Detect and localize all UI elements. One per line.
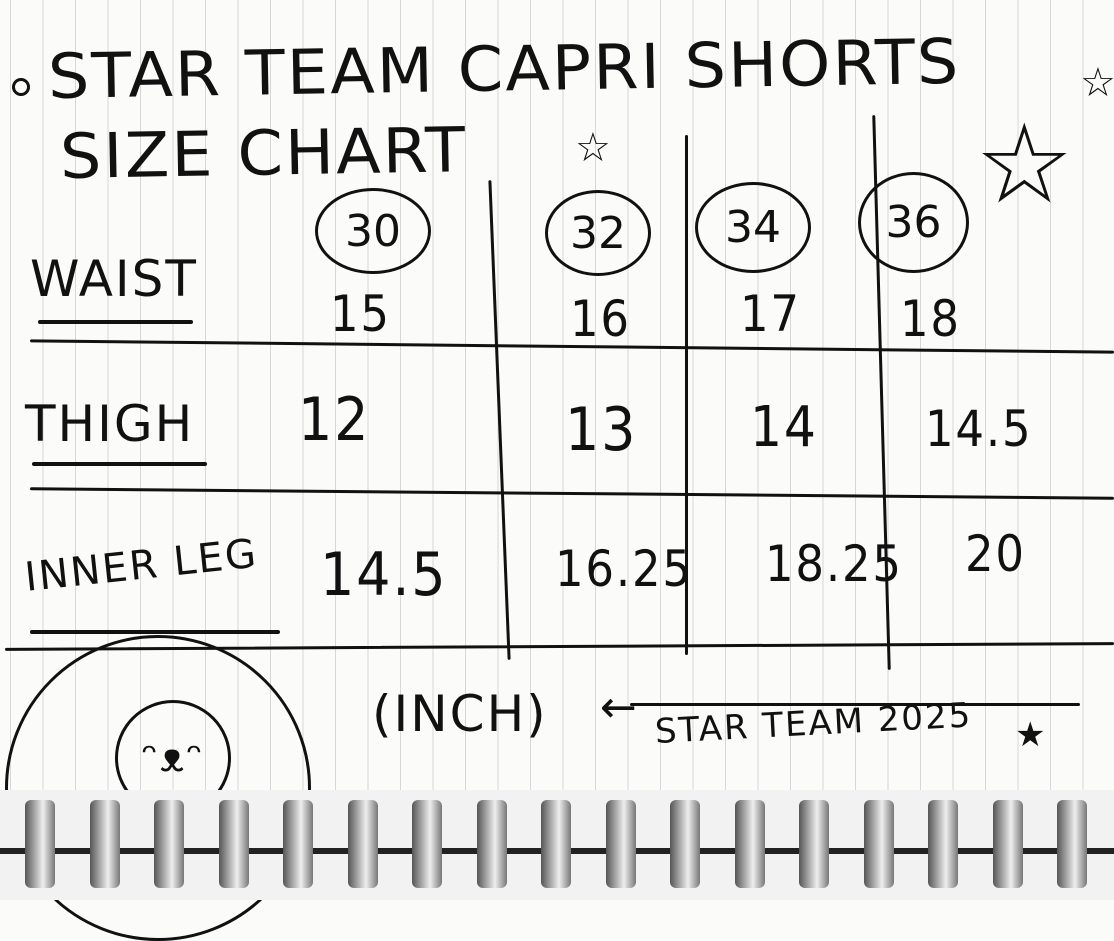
size-header-36: 36 [858,172,969,273]
binding-ring [89,800,120,888]
size-header-30: 30 [315,188,431,274]
star-icon: ☆ [1080,60,1114,106]
binding-ring [541,800,571,888]
row-label-thigh: THIGH [25,395,195,453]
inner-leg-36: 20 [965,525,1026,583]
binding-ring [1057,800,1087,888]
binding-ring [283,800,313,888]
inner-leg-34: 18.25 [765,535,903,593]
bullet-dot-icon [12,78,30,96]
inner-leg-30: 14.5 [320,540,448,610]
binding-ring [799,800,829,888]
waist-30: 15 [330,285,391,343]
thigh-30: 12 [298,385,371,455]
title-line-1: STAR TEAM CAPRI SHORTS [47,24,961,113]
binding-ring [154,800,184,888]
binding-ring [992,800,1023,888]
star-icon: ☆ [975,100,1076,228]
unit-label: (INCH) [372,685,548,743]
binding-ring [670,800,700,888]
inner-leg-32: 16.25 [555,540,693,598]
star-icon: ★ [1015,715,1048,755]
arrow-shaft [630,703,1080,706]
binding-ring [218,800,249,888]
underline [32,462,207,466]
size-header-32: 32 [545,190,651,276]
thigh-32: 13 [565,395,638,465]
waist-34: 17 [740,285,801,343]
binding-ring [734,800,765,888]
binding-ring [605,800,636,888]
row-label-waist: WAIST [30,250,198,308]
thigh-34: 14 [750,395,818,460]
thigh-36: 14.5 [925,400,1033,458]
title-line-2: SIZE CHART [59,113,468,193]
underline [38,320,193,324]
binding-ring [25,800,55,888]
star-icon: ☆ [575,125,613,171]
arrow-left-icon: ← [600,682,639,733]
binding-ring [476,800,507,888]
binding-ring [863,800,894,888]
column-divider [685,135,688,655]
binding-ring [347,800,378,888]
waist-32: 16 [570,290,631,348]
waist-36: 18 [900,290,961,348]
binding-ring [412,800,442,888]
size-header-34: 34 [695,182,811,273]
binding-ring [928,800,958,888]
underline [30,630,280,634]
